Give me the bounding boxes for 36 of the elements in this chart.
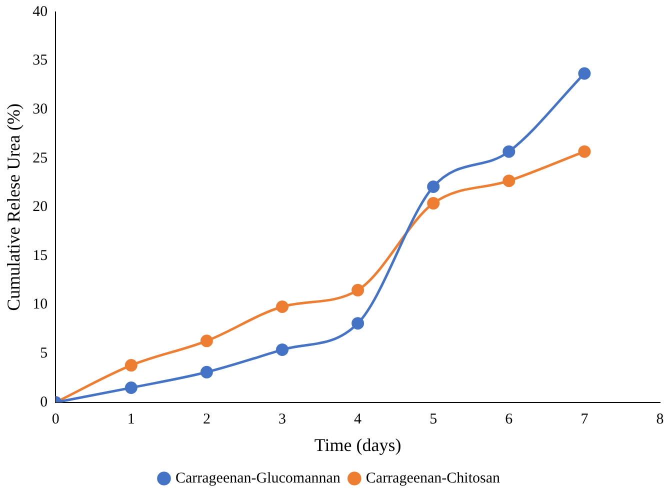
- x-tick-label: 6: [505, 411, 514, 428]
- y-tick-label: 40: [32, 4, 48, 20]
- point: [352, 317, 364, 330]
- y-tick-label: 35: [32, 52, 48, 69]
- y-tick-label: 25: [32, 150, 48, 166]
- point: [352, 284, 364, 296]
- point: [124, 382, 138, 394]
- y-tick-label: 0: [40, 394, 48, 410]
- y-tick-label: 15: [32, 248, 48, 264]
- y-tick-label: 10: [32, 296, 48, 313]
- x-tick-label: 0: [52, 411, 60, 428]
- point: [502, 174, 516, 188]
- x-tick-label: 5: [430, 411, 438, 428]
- x-tick-label: 2: [202, 411, 210, 428]
- point: [200, 366, 213, 378]
- point: [578, 145, 591, 158]
- legend-label: Carrageenan-Glucomannan: [175, 470, 341, 486]
- x-tick-label: 4: [354, 411, 362, 428]
- point: [427, 197, 440, 210]
- point: [200, 334, 213, 348]
- point: [502, 145, 516, 158]
- y-axis-title: Cumulative Relese Urea (%): [4, 103, 24, 311]
- point: [427, 180, 440, 193]
- x-tick-label: 8: [656, 411, 664, 428]
- x-axis-title: Time (days): [314, 434, 402, 455]
- x-tick-label: 7: [580, 411, 589, 428]
- x-tick-label: 3: [278, 411, 286, 428]
- y-tick-label: 30: [32, 102, 48, 118]
- x-tick-label: 1: [127, 411, 135, 428]
- legend-label: Carrageenan-Chitosan: [366, 470, 501, 486]
- y-tick-label: 5: [40, 346, 48, 362]
- point: [578, 67, 591, 80]
- point: [276, 300, 288, 313]
- y-tick-label: 20: [32, 199, 48, 216]
- point: [276, 343, 288, 356]
- point: [124, 359, 138, 372]
